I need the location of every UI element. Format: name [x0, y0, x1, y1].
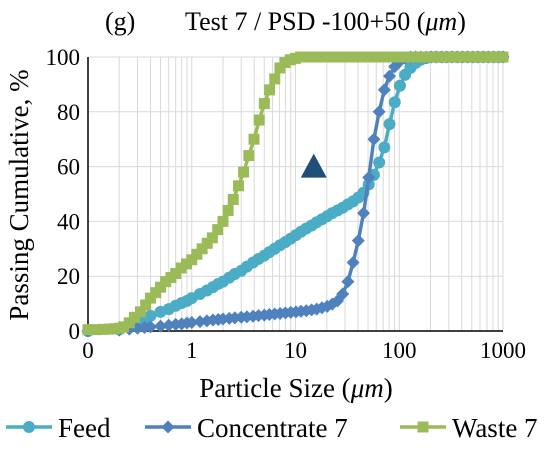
waste-7-point	[97, 323, 109, 335]
legend-swatch-marker	[417, 421, 429, 433]
feed-point	[144, 309, 157, 322]
waste-7-point	[134, 306, 146, 318]
y-tick-label: 80	[57, 100, 80, 125]
concentrate-7-point	[346, 256, 360, 269]
waste-7-point	[206, 232, 218, 244]
tick-labels: 0 1 10 100 1000 0 20 40 60 80 100	[46, 45, 527, 363]
legend-label: Concentrate 7	[197, 413, 348, 443]
y-tick-label: 60	[57, 155, 80, 180]
y-axis-title: Passing Cumulative, %	[4, 69, 34, 320]
concentrate-7-point	[383, 69, 397, 83]
panel-label: (g)	[105, 7, 135, 36]
waste-7-point	[258, 98, 270, 110]
legend-item-concentrate-7: Concentrate 7	[145, 413, 348, 443]
feed-point	[378, 141, 391, 154]
waste-7-point	[243, 150, 255, 162]
feed-point	[388, 96, 401, 109]
waste-7-point	[212, 224, 224, 236]
data-series	[81, 50, 510, 338]
concentrate-7-point	[362, 171, 376, 185]
legend-label: Waste 7	[452, 413, 538, 443]
feed-point	[373, 156, 386, 169]
x-tick-label: 0	[82, 338, 94, 363]
concentrate-7-point	[367, 132, 381, 146]
y-tick-label: 20	[57, 264, 80, 289]
concentrate-7-point	[185, 316, 199, 330]
waste-7-point	[248, 133, 260, 145]
concentrate-7-point	[351, 234, 365, 248]
grid-lines	[87, 56, 504, 332]
x-tick-label: 10	[284, 338, 307, 363]
triangle-marker	[300, 153, 327, 178]
waste-7-point	[82, 324, 94, 336]
waste-7-point	[140, 299, 152, 311]
x-tick-label: 1000	[480, 338, 526, 363]
waste-7-point	[90, 324, 102, 336]
legend-item-feed: Feed	[6, 413, 111, 443]
concentrate-7-point	[336, 287, 350, 301]
series-waste-7	[82, 51, 509, 336]
waste-7-point	[264, 84, 276, 96]
chart-title: Test 7 / PSD -100+50 (μm)	[185, 7, 466, 36]
legend-swatch-marker	[161, 420, 175, 434]
concentrate-7-point	[137, 320, 151, 334]
waste-7-point	[217, 215, 229, 227]
concentrate-7-point	[372, 105, 386, 119]
concentrate-7-point	[143, 320, 157, 334]
x-tick-label: 100	[382, 338, 417, 363]
concentrate-7-point	[154, 319, 168, 333]
concentrate-7-point	[341, 275, 355, 289]
waste-7-point	[118, 321, 130, 333]
waste-7-point	[232, 180, 244, 192]
legend-swatch-marker	[23, 421, 35, 433]
waste-7-point	[128, 311, 140, 323]
annotations	[300, 153, 327, 178]
concentrate-7-point	[357, 206, 371, 220]
waste-7-point	[222, 204, 234, 216]
waste-7-point	[253, 114, 265, 126]
waste-7-point	[238, 166, 250, 178]
waste-7-point	[497, 51, 509, 63]
waste-7-point	[269, 73, 281, 85]
y-tick-label: 100	[46, 45, 81, 70]
axes	[87, 57, 503, 332]
feed-point	[393, 79, 406, 92]
concentrate-7-point	[377, 83, 391, 97]
x-axis-title: Particle Size (μm)	[199, 373, 393, 403]
legend: Feed Concentrate 7 Waste 7	[6, 413, 538, 443]
x-tick-label: 1	[186, 338, 198, 363]
legend-label: Feed	[58, 413, 111, 443]
waste-7-point	[227, 193, 239, 205]
legend-item-waste-7: Waste 7	[400, 413, 538, 443]
feed-point	[383, 118, 396, 131]
y-tick-label: 40	[57, 209, 80, 234]
y-tick-label: 0	[69, 319, 81, 344]
